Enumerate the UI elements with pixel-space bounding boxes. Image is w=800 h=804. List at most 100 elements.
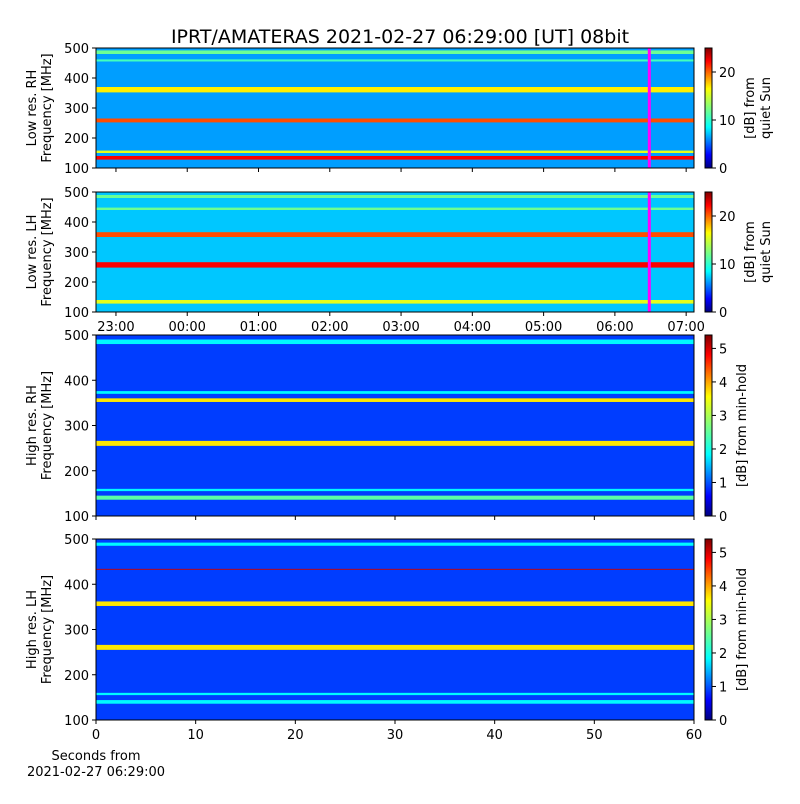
y-axis-label: Low res. LH [25, 215, 40, 290]
x-tick-label: 23:00 [97, 320, 134, 335]
x-axis-label: Seconds from [51, 749, 140, 764]
colorbar-label: [dB] from min-hold [735, 364, 750, 487]
colorbar-tick-label: 0 [719, 162, 727, 177]
heatmap-band [96, 232, 694, 237]
colorbar-tick-label: 3 [719, 613, 727, 628]
heatmap-band [96, 339, 694, 345]
y-tick-label: 500 [64, 329, 89, 344]
y-tick-label: 400 [64, 374, 89, 389]
colorbar-tick-label: 3 [719, 409, 727, 424]
colorbar-label: quiet Sun [759, 221, 774, 283]
y-tick-label: 200 [64, 465, 89, 480]
colorbar-tick-label: 1 [719, 476, 727, 491]
x-tick-label: 05:00 [525, 320, 562, 335]
heatmap-background [96, 48, 694, 168]
chart-title: IPRT/AMATERAS 2021-02-27 06:29:00 [UT] 0… [171, 26, 629, 48]
y-tick-label: 500 [64, 533, 89, 548]
heatmap-band [96, 262, 694, 268]
colorbar [704, 538, 713, 721]
y-tick-label: 400 [64, 578, 89, 593]
colorbar-tick-label: 4 [719, 580, 727, 595]
heatmap-band [96, 495, 694, 500]
y-tick-label: 300 [64, 246, 89, 261]
heatmap-band [96, 118, 694, 123]
colorbar-tick-label: 2 [719, 647, 727, 662]
y-tick-label: 200 [64, 132, 89, 147]
x-tick-label: 20 [287, 728, 304, 743]
heatmap-band [96, 150, 694, 153]
y-axis-label: Frequency [MHz] [40, 53, 55, 162]
y-tick-label: 200 [64, 276, 89, 291]
heatmap-band [96, 300, 694, 304]
y-tick-label: 500 [64, 42, 89, 57]
y-axis-label: High res. LH [25, 590, 40, 669]
colorbar [704, 47, 713, 169]
heatmap-band [96, 700, 694, 704]
heatmap-band [96, 195, 694, 198]
colorbar-tick-label: 20 [719, 210, 736, 225]
x-tick-label: 30 [387, 728, 404, 743]
x-tick-label: 04:00 [454, 320, 491, 335]
colorbar-tick-label: 5 [719, 342, 727, 357]
heatmap-background [96, 335, 694, 516]
y-tick-label: 300 [64, 420, 89, 435]
colorbar-tick-label: 0 [719, 510, 727, 525]
y-tick-label: 100 [64, 306, 89, 321]
colorbar-tick-label: 10 [719, 114, 736, 129]
colorbar-tick-label: 2 [719, 443, 727, 458]
colorbar-label: [dB] from [743, 221, 758, 283]
y-axis-label: Frequency [MHz] [40, 371, 55, 480]
y-tick-label: 400 [64, 72, 89, 87]
x-axis-label: 2021-02-27 06:29:00 [27, 765, 165, 780]
y-tick-label: 300 [64, 624, 89, 639]
x-tick-label: 10 [187, 728, 204, 743]
colorbar-tick-label: 1 [719, 680, 727, 695]
y-tick-label: 500 [64, 186, 89, 201]
heatmap-band [96, 488, 694, 492]
y-axis-label: Low res. RH [25, 70, 40, 147]
heatmap-band [96, 50, 694, 54]
x-tick-label: 01:00 [240, 320, 277, 335]
x-tick-label: 60 [686, 728, 703, 743]
heatmap-band [96, 601, 694, 606]
heatmap-band [96, 542, 694, 546]
colorbar-tick-label: 0 [719, 714, 727, 729]
y-tick-label: 100 [64, 714, 89, 729]
colorbar [704, 334, 713, 517]
x-tick-label: 00:00 [168, 320, 205, 335]
heatmap-band [96, 568, 694, 570]
y-tick-label: 100 [64, 510, 89, 525]
y-tick-label: 100 [64, 162, 89, 177]
colorbar-label: [dB] from min-hold [735, 568, 750, 691]
colorbar-tick-label: 0 [719, 306, 727, 321]
x-tick-label: 0 [92, 728, 100, 743]
x-tick-label: 02:00 [311, 320, 348, 335]
colorbar-label: [dB] from [743, 77, 758, 139]
heatmap-band [96, 440, 694, 446]
heatmap-band [96, 59, 694, 62]
y-tick-label: 400 [64, 216, 89, 231]
x-tick-label: 40 [486, 728, 503, 743]
colorbar-tick-label: 10 [719, 258, 736, 273]
x-tick-label: 03:00 [382, 320, 419, 335]
y-axis-label: Frequency [MHz] [40, 197, 55, 306]
x-tick-label: 50 [586, 728, 603, 743]
colorbar-tick-label: 4 [719, 376, 727, 391]
x-tick-label: 06:00 [596, 320, 633, 335]
x-tick-label: 07:00 [667, 320, 704, 335]
y-tick-label: 200 [64, 669, 89, 684]
y-axis-label: High res. RH [25, 385, 40, 466]
heatmap-band [96, 398, 694, 402]
heatmap-band [96, 156, 694, 160]
heatmap-background [96, 192, 694, 312]
heatmap-band [96, 207, 694, 210]
colorbar-label: quiet Sun [759, 77, 774, 139]
heatmap-band [96, 391, 694, 394]
colorbar-tick-label: 20 [719, 66, 736, 81]
colorbar-tick-label: 5 [719, 546, 727, 561]
heatmap-band [96, 644, 694, 650]
y-axis-label: Frequency [MHz] [40, 575, 55, 684]
heatmap-band [96, 87, 694, 93]
colorbar [704, 191, 713, 313]
